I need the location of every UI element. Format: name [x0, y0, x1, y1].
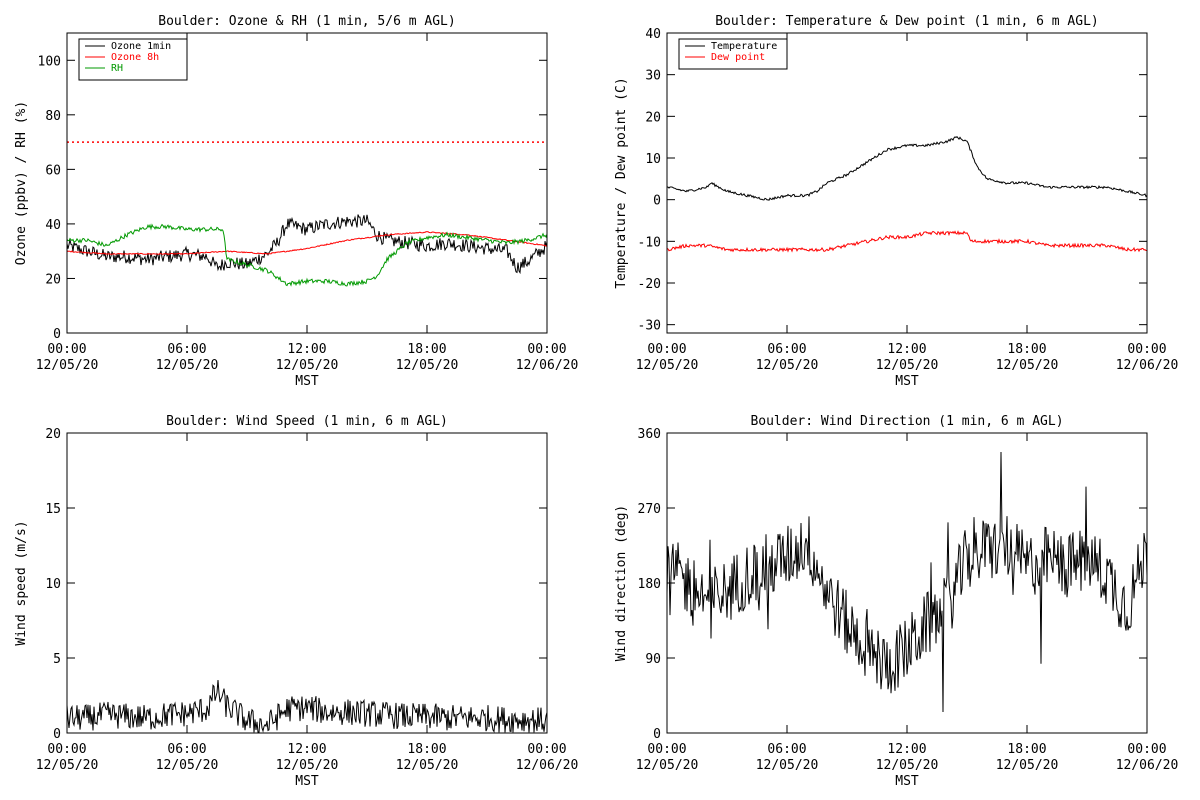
- y-tick-label: 20: [645, 110, 661, 125]
- y-tick-label: 10: [45, 577, 61, 592]
- x-tick-label-date: 12/05/20: [396, 758, 459, 773]
- x-tick-label-time: 12:00: [287, 742, 326, 757]
- legend-entry: Temperature: [711, 41, 777, 52]
- plot-frame: [666, 432, 1148, 734]
- chart-title: Boulder: Ozone & RH (1 min, 5/6 m AGL): [158, 14, 455, 29]
- x-tick-label-date: 12/06/20: [516, 358, 579, 373]
- y-tick-label: 15: [45, 502, 61, 517]
- x-tick-label-date: 12/05/20: [276, 358, 339, 373]
- series-line-1: [67, 679, 547, 733]
- x-axis-label: MST: [295, 774, 319, 789]
- x-tick-label-date: 12/05/20: [636, 758, 699, 773]
- x-axis-label: MST: [295, 374, 319, 389]
- legend-box: [678, 38, 788, 70]
- y-tick-label: -20: [638, 277, 661, 292]
- x-tick-label-time: 18:00: [407, 742, 446, 757]
- x-tick-label-time: 06:00: [167, 342, 206, 357]
- x-tick-label-time: 00:00: [647, 742, 686, 757]
- y-tick-label: 60: [45, 163, 61, 178]
- x-tick-label-date: 12/06/20: [516, 758, 579, 773]
- x-tick-label-date: 12/05/20: [36, 758, 99, 773]
- legend-entry: RH: [111, 63, 123, 74]
- x-tick-label-date: 12/05/20: [36, 358, 99, 373]
- y-tick-label: 20: [45, 272, 61, 287]
- x-tick-label-time: 00:00: [1127, 342, 1166, 357]
- x-tick-label-time: 12:00: [287, 342, 326, 357]
- chart-title: Boulder: Wind Speed (1 min, 6 m AGL): [166, 414, 448, 429]
- legend-entry: Ozone 8h: [111, 52, 159, 63]
- y-tick-label: 20: [45, 427, 61, 442]
- chart-panel-2: Boulder: Temperature & Dew point (1 min,…: [614, 14, 1178, 389]
- x-tick-label-time: 06:00: [767, 742, 806, 757]
- x-tick-label-date: 12/05/20: [996, 758, 1059, 773]
- x-tick-label-time: 12:00: [887, 342, 926, 357]
- x-tick-label-time: 06:00: [167, 742, 206, 757]
- x-tick-label-date: 12/05/20: [756, 758, 819, 773]
- x-tick-label-date: 12/06/20: [1116, 758, 1179, 773]
- y-axis-label: Wind speed (m/s): [14, 520, 29, 645]
- x-tick-label-time: 00:00: [527, 342, 566, 357]
- y-tick-label: 0: [653, 727, 661, 742]
- series-line-rh: [67, 223, 547, 287]
- chart-title: Boulder: Temperature & Dew point (1 min,…: [715, 14, 1099, 29]
- y-axis-label: Wind direction (deg): [614, 505, 629, 662]
- series-line-ozone-1min: [67, 214, 547, 275]
- x-tick-label-date: 12/05/20: [156, 758, 219, 773]
- y-tick-label: -10: [638, 235, 661, 250]
- legend-entry: Ozone 1min: [111, 41, 171, 52]
- x-axis-label: MST: [895, 774, 919, 789]
- y-tick-label: 5: [53, 652, 61, 667]
- x-tick-label-date: 12/05/20: [876, 358, 939, 373]
- y-tick-label: 30: [645, 69, 661, 84]
- series-line-1: [667, 451, 1147, 713]
- x-tick-label-date: 12/06/20: [1116, 358, 1179, 373]
- x-tick-label-time: 00:00: [647, 342, 686, 357]
- y-tick-label: 180: [638, 577, 661, 592]
- x-tick-label-date: 12/05/20: [996, 358, 1059, 373]
- y-tick-label: 40: [645, 27, 661, 42]
- x-tick-label-date: 12/05/20: [756, 358, 819, 373]
- series-line-dew-point: [667, 230, 1147, 253]
- y-tick-label: 10: [645, 152, 661, 167]
- plot-frame: [66, 432, 548, 734]
- x-tick-label-time: 18:00: [407, 342, 446, 357]
- y-tick-label: 360: [638, 427, 661, 442]
- chart-panel-4: Boulder: Wind Direction (1 min, 6 m AGL)…: [614, 414, 1178, 789]
- chart-panel-3: Boulder: Wind Speed (1 min, 6 m AGL) 0 5 10…: [14, 414, 578, 789]
- y-axis-label: Temperature / Dew point (C): [614, 77, 629, 288]
- y-tick-label: -30: [638, 319, 661, 334]
- chart-panel-1: Boulder: Ozone & RH (1 min, 5/6 m AGL) 0 2…: [14, 14, 578, 389]
- x-tick-label-date: 12/05/20: [396, 358, 459, 373]
- x-tick-label-time: 18:00: [1007, 742, 1046, 757]
- x-tick-label-time: 00:00: [47, 742, 86, 757]
- y-axis-label: Ozone (ppbv) / RH (%): [14, 101, 29, 265]
- y-tick-label: 90: [645, 652, 661, 667]
- x-tick-label-date: 12/05/20: [876, 758, 939, 773]
- chart-title: Boulder: Wind Direction (1 min, 6 m AGL): [750, 414, 1063, 429]
- x-tick-label-time: 00:00: [527, 742, 566, 757]
- legend-entry: Dew point: [711, 52, 765, 63]
- x-tick-label-date: 12/05/20: [156, 358, 219, 373]
- y-tick-label: 0: [53, 727, 61, 742]
- x-tick-label-time: 18:00: [1007, 342, 1046, 357]
- x-tick-label-time: 06:00: [767, 342, 806, 357]
- y-tick-label: 100: [38, 54, 61, 69]
- y-tick-label: 0: [53, 327, 61, 342]
- y-tick-label: 0: [653, 194, 661, 209]
- x-tick-label-time: 00:00: [47, 342, 86, 357]
- x-tick-label-time: 00:00: [1127, 742, 1166, 757]
- y-tick-label: 40: [45, 218, 61, 233]
- x-tick-label-date: 12/05/20: [636, 358, 699, 373]
- x-tick-label-time: 12:00: [887, 742, 926, 757]
- x-tick-label-date: 12/05/20: [276, 758, 339, 773]
- plot-frame: [666, 32, 1148, 334]
- x-axis-label: MST: [895, 374, 919, 389]
- series-line-temperature: [667, 136, 1147, 201]
- y-tick-label: 270: [638, 502, 661, 517]
- y-tick-label: 80: [45, 109, 61, 124]
